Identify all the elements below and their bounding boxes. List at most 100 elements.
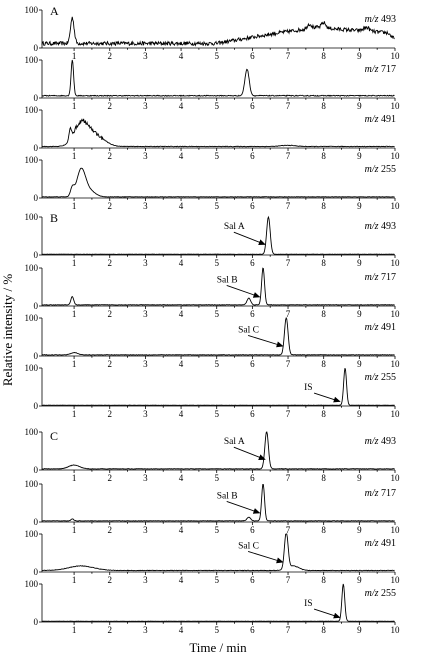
x-tick-label: 4 bbox=[179, 525, 184, 535]
x-tick-label: 6 bbox=[250, 101, 255, 111]
x-tick-label: 8 bbox=[321, 151, 326, 161]
x-tick-label: 4 bbox=[179, 101, 184, 111]
group-label: A bbox=[50, 4, 59, 18]
x-tick-label: 5 bbox=[214, 359, 219, 369]
mz-label: m/z 717 bbox=[365, 488, 396, 499]
mz-label: m/z 491 bbox=[365, 538, 396, 549]
mz-value: 491 bbox=[379, 322, 397, 333]
chart-panel: 0 100 1 2 3 4 5 6 7 8 9 10 m/z 491 Sal C bbox=[25, 313, 401, 369]
chromatogram-trace bbox=[41, 583, 395, 622]
chromatogram-trace bbox=[41, 368, 395, 406]
mz-value: 717 bbox=[379, 64, 397, 75]
x-tick-label: 5 bbox=[214, 409, 219, 419]
x-tick-label: 10 bbox=[391, 309, 401, 319]
x-tick-label: 5 bbox=[214, 473, 219, 483]
x-tick-label: 5 bbox=[214, 309, 219, 319]
x-tick-label: 10 bbox=[391, 525, 401, 535]
x-tick-label: 5 bbox=[214, 525, 219, 535]
annotation-arrow bbox=[313, 608, 341, 619]
x-tick-label: 4 bbox=[179, 359, 184, 369]
peak-annotation: Sal B bbox=[217, 491, 238, 501]
x-tick-label: 5 bbox=[214, 575, 219, 585]
x-tick-label: 7 bbox=[286, 359, 291, 369]
x-tick-label: 7 bbox=[286, 409, 291, 419]
x-tick-label: 6 bbox=[250, 525, 255, 535]
chart-panel: 0 100 1 2 3 4 5 6 7 8 9 10 m/z 255 IS bbox=[25, 579, 401, 635]
mz-prefix: m/z bbox=[365, 322, 379, 333]
x-tick-label: 2 bbox=[107, 409, 112, 419]
x-tick-label: 10 bbox=[391, 258, 401, 268]
x-tick-label: 9 bbox=[357, 525, 362, 535]
mz-prefix: m/z bbox=[365, 538, 379, 549]
chart-panel: 0 100 1 2 3 4 5 6 7 8 9 10 m/z 493 Sal A bbox=[25, 212, 401, 268]
x-tick-label: 6 bbox=[250, 625, 255, 635]
y-tick-label: 0 bbox=[34, 250, 39, 260]
chromatogram-trace bbox=[41, 484, 395, 522]
x-tick-label: 1 bbox=[72, 473, 77, 483]
x-tick-label: 1 bbox=[72, 409, 77, 419]
x-tick-label: 10 bbox=[391, 101, 401, 111]
chromatogram-trace bbox=[41, 431, 395, 470]
x-tick-label: 10 bbox=[391, 409, 401, 419]
x-tick-label: 2 bbox=[107, 201, 112, 211]
x-tick-label: 2 bbox=[107, 51, 112, 61]
mz-value: 491 bbox=[379, 114, 397, 125]
x-tick-label: 5 bbox=[214, 51, 219, 61]
x-tick-label: 3 bbox=[143, 51, 148, 61]
x-tick-label: 3 bbox=[143, 625, 148, 635]
x-tick-label: 8 bbox=[321, 525, 326, 535]
x-tick-label: 8 bbox=[321, 625, 326, 635]
y-tick-label: 100 bbox=[25, 263, 39, 273]
mz-label: m/z 255 bbox=[365, 588, 396, 599]
mz-value: 717 bbox=[379, 272, 397, 283]
x-tick-label: 9 bbox=[357, 151, 362, 161]
x-tick-label: 2 bbox=[107, 309, 112, 319]
x-tick-label: 9 bbox=[357, 409, 362, 419]
peak-annotation: Sal B bbox=[217, 275, 238, 285]
mz-prefix: m/z bbox=[365, 488, 379, 499]
x-tick-label: 3 bbox=[143, 575, 148, 585]
y-tick-label: 0 bbox=[34, 351, 39, 361]
mz-prefix: m/z bbox=[365, 14, 379, 25]
chart-panel: 0 100 1 2 3 4 5 6 7 8 9 10 m/z 255 bbox=[25, 155, 401, 211]
x-tick-label: 6 bbox=[250, 201, 255, 211]
x-tick-label: 8 bbox=[321, 309, 326, 319]
annotation-arrow bbox=[313, 392, 341, 403]
x-tick-label: 6 bbox=[250, 258, 255, 268]
y-tick-label: 100 bbox=[25, 427, 39, 437]
x-tick-label: 9 bbox=[357, 201, 362, 211]
chromatogram-trace bbox=[41, 59, 395, 97]
x-tick-label: 7 bbox=[286, 625, 291, 635]
chromatogram-trace bbox=[41, 533, 395, 572]
chart-panel: 0 100 1 2 3 4 5 6 7 8 9 10 m/z 491 bbox=[25, 105, 401, 161]
x-tick-label: 5 bbox=[214, 151, 219, 161]
x-tick-label: 10 bbox=[391, 151, 401, 161]
x-tick-label: 10 bbox=[391, 359, 401, 369]
annotation-arrow bbox=[247, 551, 284, 564]
x-tick-label: 7 bbox=[286, 101, 291, 111]
annotation-arrow bbox=[233, 446, 266, 460]
x-tick-label: 1 bbox=[72, 258, 77, 268]
x-tick-label: 6 bbox=[250, 51, 255, 61]
mz-label: m/z 493 bbox=[365, 14, 396, 25]
y-tick-label: 0 bbox=[34, 143, 39, 153]
x-tick-label: 9 bbox=[357, 359, 362, 369]
x-tick-label: 3 bbox=[143, 258, 148, 268]
mz-value: 255 bbox=[379, 588, 397, 599]
y-tick-label: 0 bbox=[34, 43, 39, 53]
x-tick-label: 4 bbox=[179, 309, 184, 319]
x-tick-label: 9 bbox=[357, 575, 362, 585]
x-tick-label: 4 bbox=[179, 473, 184, 483]
x-tick-label: 8 bbox=[321, 101, 326, 111]
x-tick-label: 8 bbox=[321, 359, 326, 369]
x-tick-label: 2 bbox=[107, 258, 112, 268]
x-tick-label: 2 bbox=[107, 575, 112, 585]
chromatogram-trace bbox=[41, 267, 395, 306]
x-tick-label: 5 bbox=[214, 201, 219, 211]
x-tick-label: 10 bbox=[391, 51, 401, 61]
y-tick-label: 100 bbox=[25, 479, 39, 489]
mz-label: m/z 491 bbox=[365, 322, 396, 333]
x-tick-label: 1 bbox=[72, 51, 77, 61]
x-tick-label: 9 bbox=[357, 258, 362, 268]
